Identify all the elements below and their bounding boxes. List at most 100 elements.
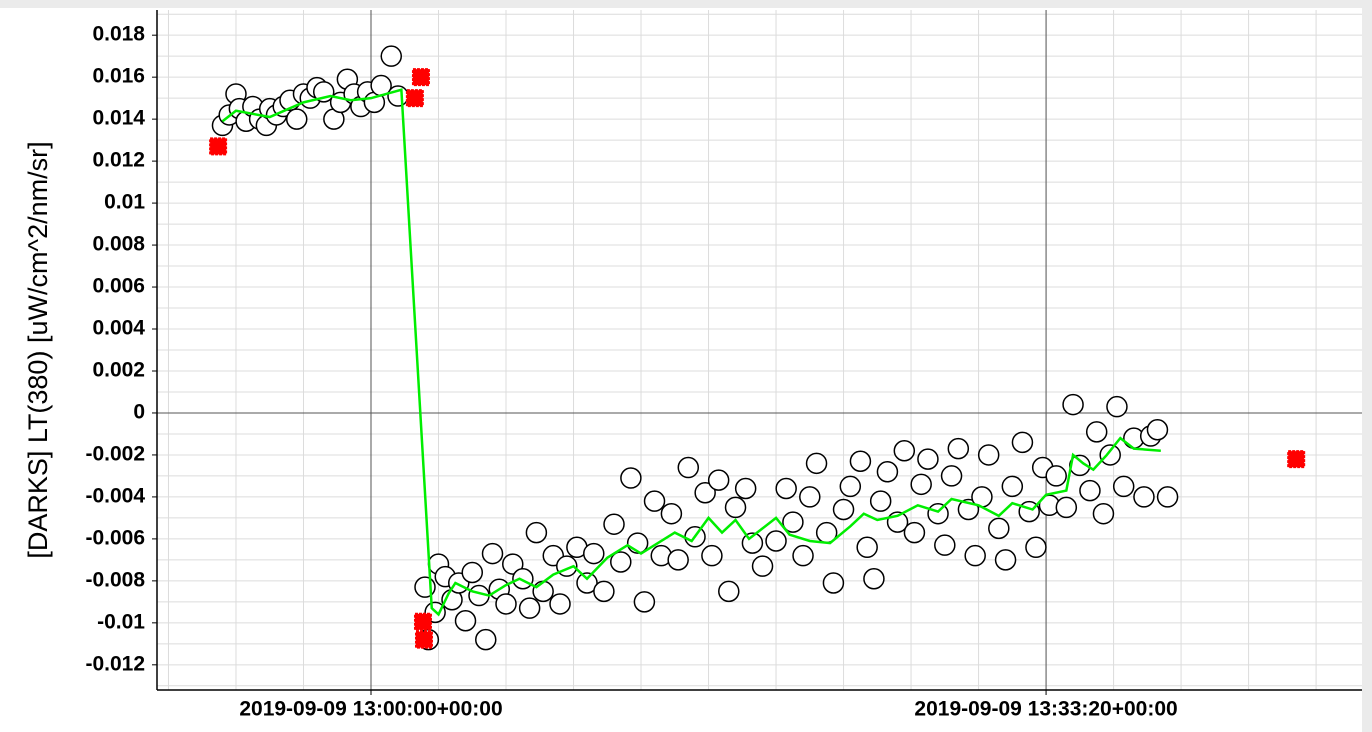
data-point bbox=[869, 490, 892, 512]
data-point bbox=[512, 568, 534, 590]
data-point bbox=[910, 473, 932, 496]
outlier-marker bbox=[413, 612, 432, 631]
data-point bbox=[964, 544, 986, 567]
data-point bbox=[620, 467, 642, 489]
y-tick-label: 0.014 bbox=[92, 107, 145, 130]
data-point bbox=[285, 108, 308, 130]
data-point bbox=[1079, 479, 1101, 502]
data-point bbox=[994, 549, 1017, 571]
data-point bbox=[799, 486, 821, 508]
data-point bbox=[947, 437, 970, 460]
data-point bbox=[832, 498, 855, 521]
y-tick-label: 0.004 bbox=[92, 317, 145, 340]
data-point bbox=[775, 477, 797, 500]
data-point bbox=[792, 544, 814, 567]
y-tick-label: -0.01 bbox=[97, 610, 145, 633]
outlier-marker bbox=[405, 89, 424, 108]
data-point bbox=[1106, 395, 1128, 418]
data-point bbox=[822, 572, 845, 594]
y-tick-label: 0.016 bbox=[92, 65, 145, 88]
y-tick-label: 0 bbox=[133, 401, 145, 424]
data-point bbox=[927, 502, 949, 525]
y-axis-label: [DARKS] LT(380) [uW/cm^2/nm/sr] bbox=[23, 141, 53, 558]
data-point bbox=[1146, 419, 1169, 441]
data-point bbox=[863, 568, 885, 590]
data-point bbox=[1156, 486, 1179, 508]
data-point bbox=[532, 580, 554, 603]
outlier-marker bbox=[414, 630, 433, 649]
data-point bbox=[917, 448, 939, 470]
y-tick-label: 0.018 bbox=[92, 23, 145, 46]
data-point bbox=[1001, 475, 1024, 498]
data-point bbox=[1025, 536, 1047, 559]
data-point bbox=[475, 628, 497, 651]
data-point bbox=[876, 460, 899, 483]
data-point bbox=[734, 477, 757, 500]
data-point bbox=[849, 450, 872, 472]
data-point bbox=[707, 469, 730, 491]
data-point bbox=[1112, 475, 1135, 498]
data-point bbox=[502, 553, 524, 575]
trend-line bbox=[221, 88, 1161, 617]
data-point bbox=[988, 517, 1010, 540]
data-point bbox=[1099, 444, 1121, 466]
data-point bbox=[903, 521, 926, 544]
data-point bbox=[694, 481, 716, 504]
data-point bbox=[583, 542, 605, 565]
data-point bbox=[495, 593, 517, 615]
data-point bbox=[856, 536, 878, 559]
outlier-marker bbox=[209, 137, 228, 156]
data-point bbox=[660, 502, 683, 525]
outlier-marker bbox=[411, 68, 430, 87]
chart-background bbox=[0, 8, 1362, 732]
data-point bbox=[765, 530, 787, 552]
data-point bbox=[387, 85, 409, 107]
data-point bbox=[934, 534, 956, 556]
data-point bbox=[724, 496, 747, 519]
y-tick-label: 0.008 bbox=[92, 233, 145, 256]
data-point bbox=[782, 511, 804, 533]
data-point bbox=[576, 572, 598, 594]
y-tick-label: 0.01 bbox=[104, 191, 145, 214]
data-point bbox=[549, 593, 571, 615]
data-point bbox=[1062, 393, 1084, 416]
data-point bbox=[839, 475, 862, 498]
data-point bbox=[677, 456, 700, 479]
data-point bbox=[603, 513, 625, 535]
data-point bbox=[525, 521, 548, 544]
data-point bbox=[1011, 431, 1034, 454]
y-tick-label: -0.012 bbox=[85, 652, 145, 675]
y-tick-label: -0.002 bbox=[85, 442, 145, 465]
data-point bbox=[610, 551, 632, 573]
data-point bbox=[518, 597, 541, 619]
y-tick-label: 0.002 bbox=[92, 359, 145, 382]
data-point bbox=[893, 439, 916, 462]
y-tick-label: 0.012 bbox=[92, 149, 145, 172]
data-point bbox=[940, 465, 963, 487]
data-point bbox=[1085, 421, 1108, 443]
data-point bbox=[667, 549, 689, 571]
data-point bbox=[380, 45, 402, 67]
data-point bbox=[751, 555, 774, 577]
data-point bbox=[481, 542, 504, 565]
y-tick-label: 0.006 bbox=[92, 275, 145, 298]
data-point bbox=[633, 591, 656, 613]
data-point bbox=[1133, 486, 1155, 508]
data-point bbox=[1045, 465, 1067, 487]
y-tick-label: -0.006 bbox=[85, 526, 145, 549]
data-point bbox=[454, 609, 477, 632]
data-point bbox=[1092, 502, 1115, 525]
data-point bbox=[718, 580, 740, 603]
data-point bbox=[805, 452, 828, 475]
y-tick-label: -0.004 bbox=[85, 484, 145, 507]
data-point bbox=[593, 580, 615, 603]
data-point bbox=[643, 490, 666, 512]
data-point bbox=[701, 544, 723, 567]
outlier-marker bbox=[1287, 450, 1306, 469]
y-tick-label: -0.008 bbox=[85, 568, 145, 591]
x-tick-label: 2019-09-09 13:33:20+00:00 bbox=[914, 698, 1177, 721]
data-point bbox=[977, 444, 1000, 466]
data-point bbox=[461, 561, 484, 584]
